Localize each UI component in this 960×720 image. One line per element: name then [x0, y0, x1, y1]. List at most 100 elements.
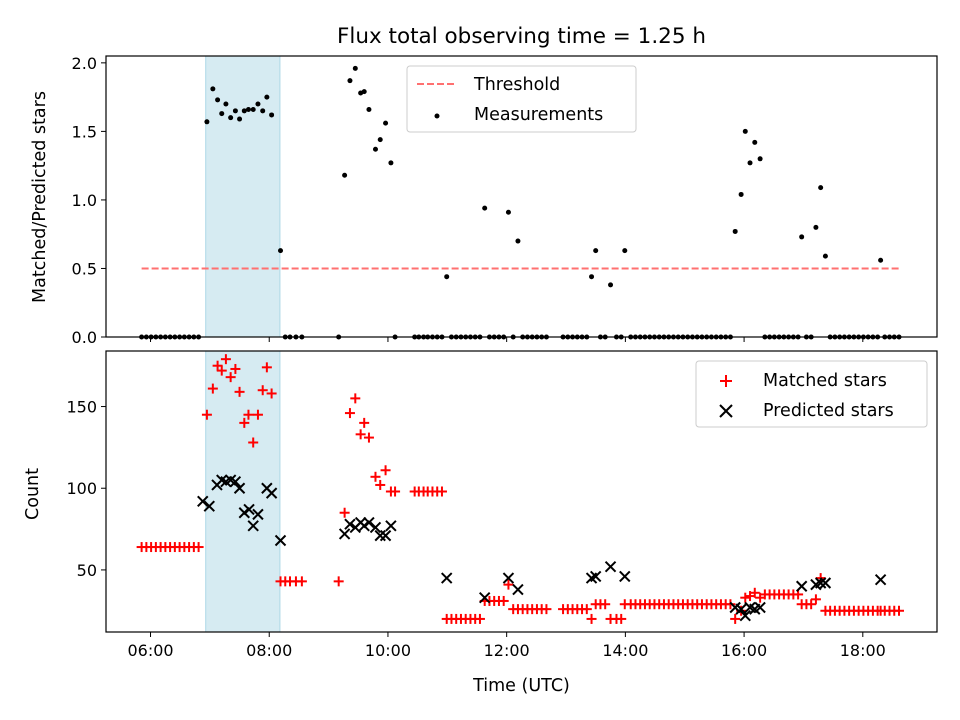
measurement-point [593, 248, 599, 254]
measurement-point [232, 108, 238, 114]
predicted-star-point [233, 482, 246, 494]
top-y-axis-label: Matched/Predicted stars [30, 91, 50, 303]
chart-title: Flux total observing time = 1.25 h [337, 24, 706, 49]
matched-star-point [370, 471, 381, 482]
matched-star-point [894, 605, 905, 616]
x-stroke-b [502, 572, 515, 584]
x-stroke-b [203, 500, 215, 512]
predicted-star-point [819, 577, 832, 589]
x-stroke-b [385, 520, 397, 532]
measurement-point [250, 106, 256, 112]
x-tick-label: 12:00 [484, 641, 530, 660]
x-axis-label: Time (UTC) [472, 676, 570, 696]
predicted-star-point [619, 570, 631, 583]
legend-predicted-swatch [719, 404, 733, 418]
bottom-axes-frame [105, 350, 938, 633]
matched-star-point [586, 613, 597, 624]
matched-star-point [243, 409, 254, 420]
x-stroke-b [224, 474, 237, 486]
measurement-point [813, 224, 819, 230]
measurement-point [245, 106, 251, 112]
matched-star-point [541, 604, 552, 615]
predicted-star-point [739, 609, 751, 622]
matched-star-point [234, 386, 245, 397]
legend-box [406, 65, 637, 133]
measurement-point [747, 160, 753, 166]
measurement-point [377, 137, 383, 143]
matched-star-point [503, 579, 514, 590]
x-stroke-b [604, 560, 617, 573]
matched-star-point [344, 408, 355, 419]
matched-star-point [380, 465, 391, 476]
bottom-y-ticks: 50 100 150 [66, 398, 106, 580]
legend-measurements-label: Measurements [474, 105, 603, 125]
predicted-star-point [735, 603, 747, 615]
x-stroke-b [619, 570, 631, 583]
predicted-star-point [814, 577, 827, 589]
bottom-points [136, 354, 905, 624]
x-stroke-b [512, 583, 524, 596]
matched-star-point [220, 354, 231, 365]
measurement-point [799, 234, 805, 240]
matched-star-point [355, 429, 366, 440]
matched-star-point [216, 365, 227, 376]
matched-star-point [230, 363, 241, 374]
x-stroke-b [478, 591, 491, 604]
y-tick-label: 1.5 [72, 122, 97, 141]
measurement-point [818, 185, 824, 191]
predicted-star-point [478, 591, 491, 604]
predicted-star-point [197, 495, 209, 508]
measurement-point [255, 101, 261, 107]
y-tick-label: 1.0 [72, 191, 97, 210]
matched-star-point [616, 613, 627, 624]
predicted-star-point [274, 534, 287, 547]
measurement-point [732, 228, 738, 234]
top-x-ticks [150, 337, 864, 342]
predicted-star-point [604, 560, 617, 573]
measurement-point [347, 78, 353, 84]
x-stroke-b [744, 601, 756, 614]
measurement-point [444, 274, 450, 280]
legend-predicted-label: Predicted stars [763, 401, 894, 421]
x-stroke-b [216, 474, 228, 486]
matched-star-point [248, 437, 259, 448]
y-tick-label: 150 [66, 398, 97, 417]
matched-star-point [581, 604, 592, 615]
predicted-star-point [589, 570, 602, 583]
x-tick-label: 14:00 [602, 641, 648, 660]
measurement-point [342, 172, 348, 178]
matched-star-point [193, 542, 204, 553]
matched-star-point [436, 486, 447, 497]
measurement-point [589, 274, 595, 280]
matched-star-point [261, 362, 272, 373]
x-stroke-b [363, 516, 375, 529]
legend-threshold-label: Threshold [473, 75, 560, 95]
matched-star-point [296, 576, 307, 587]
x-stroke-b [243, 503, 255, 516]
measurement-point [383, 120, 389, 126]
measurement-point [352, 65, 358, 71]
matched-star-point [225, 372, 236, 383]
matched-star-point [740, 592, 751, 603]
measurement-point [278, 248, 284, 254]
x-stroke-b [739, 609, 751, 622]
predicted-star-point [379, 529, 392, 542]
matched-star-point [749, 587, 760, 598]
matched-star-point [810, 594, 821, 605]
predicted-star-point [265, 487, 278, 499]
bottom-panel: 50 100 150 06:00 08:00 10:00 12:00 14:00 16:00 1… [23, 350, 938, 696]
measurement-point [210, 86, 216, 92]
measurement-point [482, 205, 488, 211]
measurement-point [742, 128, 748, 134]
measurement-point [366, 106, 372, 112]
top-shaded-span [205, 55, 281, 338]
measurement-point [241, 108, 247, 114]
x-tick-label: 06:00 [127, 641, 173, 660]
matched-star-point [239, 417, 250, 428]
predicted-star-point [252, 508, 264, 521]
matched-star-point [474, 613, 485, 624]
x-stroke-b [252, 508, 264, 521]
shaded-span-rect [205, 55, 281, 338]
matched-star-point [350, 393, 361, 404]
